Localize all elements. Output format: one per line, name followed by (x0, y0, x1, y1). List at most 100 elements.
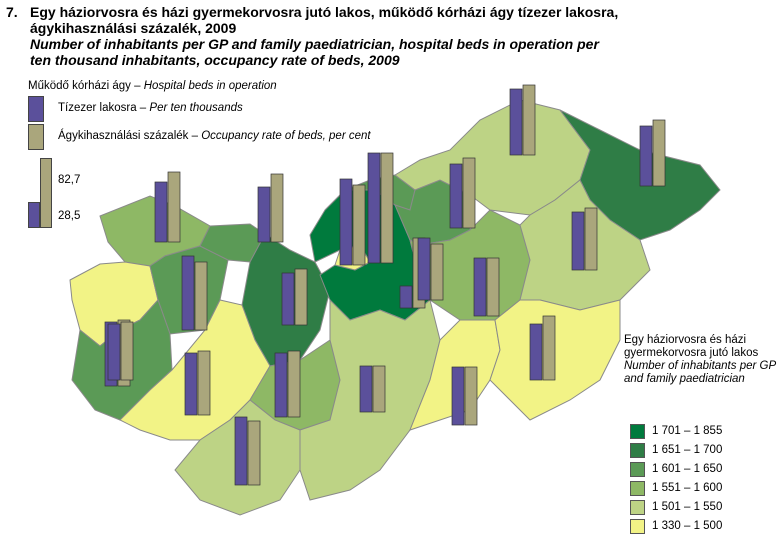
county-polygons (69, 99, 721, 516)
occupancy-bar (462, 157, 476, 229)
bar-pair-hajdu-bihar (571, 207, 598, 271)
legend-class-label: 1 651 – 1 700 (652, 444, 723, 456)
beds-label-en: Per ten thousands (149, 102, 243, 114)
beds-bar (184, 352, 198, 416)
beds-bar (234, 416, 248, 486)
bar-pair-jasz-nagykun-szolnok (473, 257, 500, 317)
county-bar-charts (104, 84, 666, 486)
legend-class-label: 1 330 – 1 500 (652, 520, 723, 532)
occupancy-bar (197, 350, 211, 416)
choropleth-legend-title-hu: Egy háziorvosra és házi gyermekorvosra j… (624, 334, 759, 359)
occupancy-bar (652, 119, 666, 187)
occupancy-bar (167, 171, 181, 243)
scale-max-value: 82,7 (58, 174, 81, 186)
beds-bar (639, 125, 653, 187)
map-title: 7. Egy háziorvosra és házi gyermekorvosra… (6, 4, 726, 68)
beds-bar (154, 181, 168, 243)
bar-pair-somogy (184, 350, 211, 416)
bar-legend-scale: 82,7 28,5 (28, 158, 108, 232)
beds-bar (449, 163, 463, 229)
bar-pair-heves (417, 237, 444, 301)
beds-bar (181, 255, 195, 331)
beds-bar (509, 88, 523, 156)
beds-bar (359, 365, 373, 413)
beds-bar (367, 152, 381, 264)
beds-label: Tízezer lakosra – Per ten thousands (58, 102, 243, 114)
bar-pair-veszprem (181, 255, 208, 331)
title-hu-line1: 7. Egy háziorvosra és házi gyermekorvosra… (6, 4, 726, 20)
title-en-line1: Number of inhabitants per GP and family … (30, 36, 599, 52)
title-en-line2: ten thousand inhabitants, occupancy rate… (30, 52, 400, 68)
occupancy-bar (120, 321, 134, 381)
figure-number: 7. (6, 4, 18, 20)
occupancy-bar (430, 243, 444, 301)
bar-pair-csongrad (451, 366, 478, 426)
occupancy-bar (294, 268, 308, 326)
occupancy-label: Ágykihasználási százalék – Occupancy rat… (58, 130, 371, 142)
beds-bar (417, 237, 431, 301)
occupancy-label-en: Occupancy rate of beds, per cent (201, 130, 371, 142)
bar-legend-header-en: Hospital beds in operation (143, 80, 277, 92)
occupancy-bar (372, 365, 386, 413)
legend-class-swatch (630, 443, 645, 458)
bar-pair-baranya (234, 416, 261, 486)
title-hu-text: Egy háziorvosra és házi gyermekorvosra j… (30, 4, 619, 20)
beds-bar (451, 366, 465, 426)
occupancy-bar (352, 184, 366, 266)
beds-swatch (28, 96, 44, 122)
bar-pair-borsod-abauj-zemplen (509, 84, 536, 156)
occupancy-bar (270, 173, 284, 243)
legend-class-swatch (630, 424, 645, 439)
legend-class-label: 1 551 – 1 600 (652, 482, 723, 494)
bar-pair-nograd (367, 152, 394, 264)
beds-bar (339, 178, 353, 266)
scale-min-bar (28, 202, 40, 228)
bar-pair-szabolcs-szatmar-bereg (639, 119, 666, 187)
bar-pair-borsod-north (449, 157, 476, 229)
legend-class-swatch (630, 500, 645, 515)
bar-pair-tolna (274, 350, 301, 418)
bar-pair-pest (339, 178, 366, 266)
title-hu-line2: ágykihasználási százalék, 2009 (30, 20, 237, 36)
beds-bar (274, 352, 288, 418)
occupancy-bar (287, 350, 301, 418)
beds-bar (281, 272, 295, 326)
occupancy-bar (486, 257, 500, 317)
legend-class-label: 1 601 – 1 650 (652, 463, 723, 475)
beds-bar (399, 285, 413, 309)
bar-legend-occupancy: Ágykihasználási százalék – Occupancy rat… (28, 124, 408, 152)
occupancy-bar (247, 420, 261, 486)
scale-min-value: 28,5 (58, 210, 81, 222)
bar-pair-bekes (529, 315, 556, 381)
occupancy-label-hu: Ágykihasználási százalék – (58, 130, 202, 142)
choropleth-legend-title-en: Number of inhabitants per GP and family … (624, 360, 776, 385)
occupancy-bar (584, 207, 598, 271)
occupancy-bar (464, 366, 478, 426)
beds-bar (571, 211, 585, 271)
occupancy-bar (380, 152, 394, 264)
beds-bar (473, 257, 487, 317)
bar-pair-fejer (281, 268, 308, 326)
choropleth-legend: Egy háziorvosra és házi gyermekorvosra j… (624, 334, 780, 534)
occupancy-bar (542, 315, 556, 381)
bar-pair-gyor-moson-sopron (154, 171, 181, 243)
legend-class-swatch (630, 481, 645, 496)
bar-pair-zala (107, 321, 134, 381)
beds-bar (529, 323, 543, 381)
bar-legend-beds: Tízezer lakosra – Per ten thousands (28, 96, 388, 124)
beds-bar (107, 323, 121, 381)
bar-pair-komarom-esztergom (257, 173, 284, 243)
bar-legend-header: Működő kórházi ágy – Hospital beds in op… (28, 80, 277, 92)
scale-max-bar (40, 158, 52, 228)
bar-legend-header-hu: Működő kórházi ágy – (28, 80, 144, 92)
legend-class-swatch (630, 462, 645, 477)
bar-pair-bacs-kiskun (359, 365, 386, 413)
beds-bar (257, 186, 271, 243)
occupancy-bar (194, 261, 208, 331)
occupancy-swatch (28, 124, 44, 150)
legend-class-label: 1 701 – 1 855 (652, 425, 723, 437)
occupancy-bar (522, 84, 536, 156)
legend-class-label: 1 501 – 1 550 (652, 501, 723, 513)
beds-label-hu: Tízezer lakosra – (58, 102, 150, 114)
